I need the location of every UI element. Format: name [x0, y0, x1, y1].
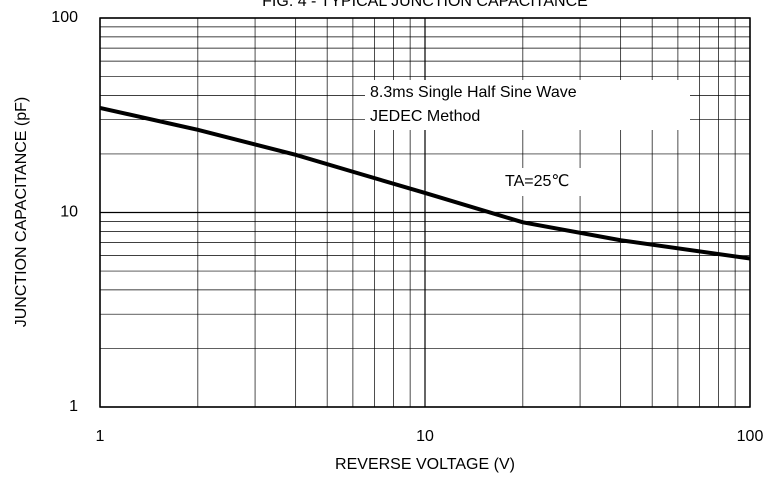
y-tick-label: 1 — [69, 398, 78, 415]
plot-frame — [99, 17, 751, 408]
chart-title: FIG. 4 - TYPICAL JUNCTION CAPACITANCE — [262, 0, 588, 10]
annotation: TA=25℃ — [505, 173, 569, 190]
x-axis-label: REVERSE VOLTAGE (V) — [335, 456, 515, 473]
x-tick-label: 10 — [416, 428, 434, 445]
y-tick-label: 100 — [51, 9, 78, 26]
annotation: JEDEC Method — [370, 108, 480, 125]
x-tick-label: 1 — [96, 428, 105, 445]
y-axis-label: JUNCTION CAPACITANCE (pF) — [13, 97, 30, 328]
annotation: 8.3ms Single Half Sine Wave — [370, 84, 577, 101]
annotation-box — [500, 168, 610, 196]
annotation-box — [365, 80, 690, 130]
x-tick-label: 100 — [737, 428, 764, 445]
y-tick-label: 10 — [60, 204, 78, 221]
curve — [99, 105, 751, 261]
